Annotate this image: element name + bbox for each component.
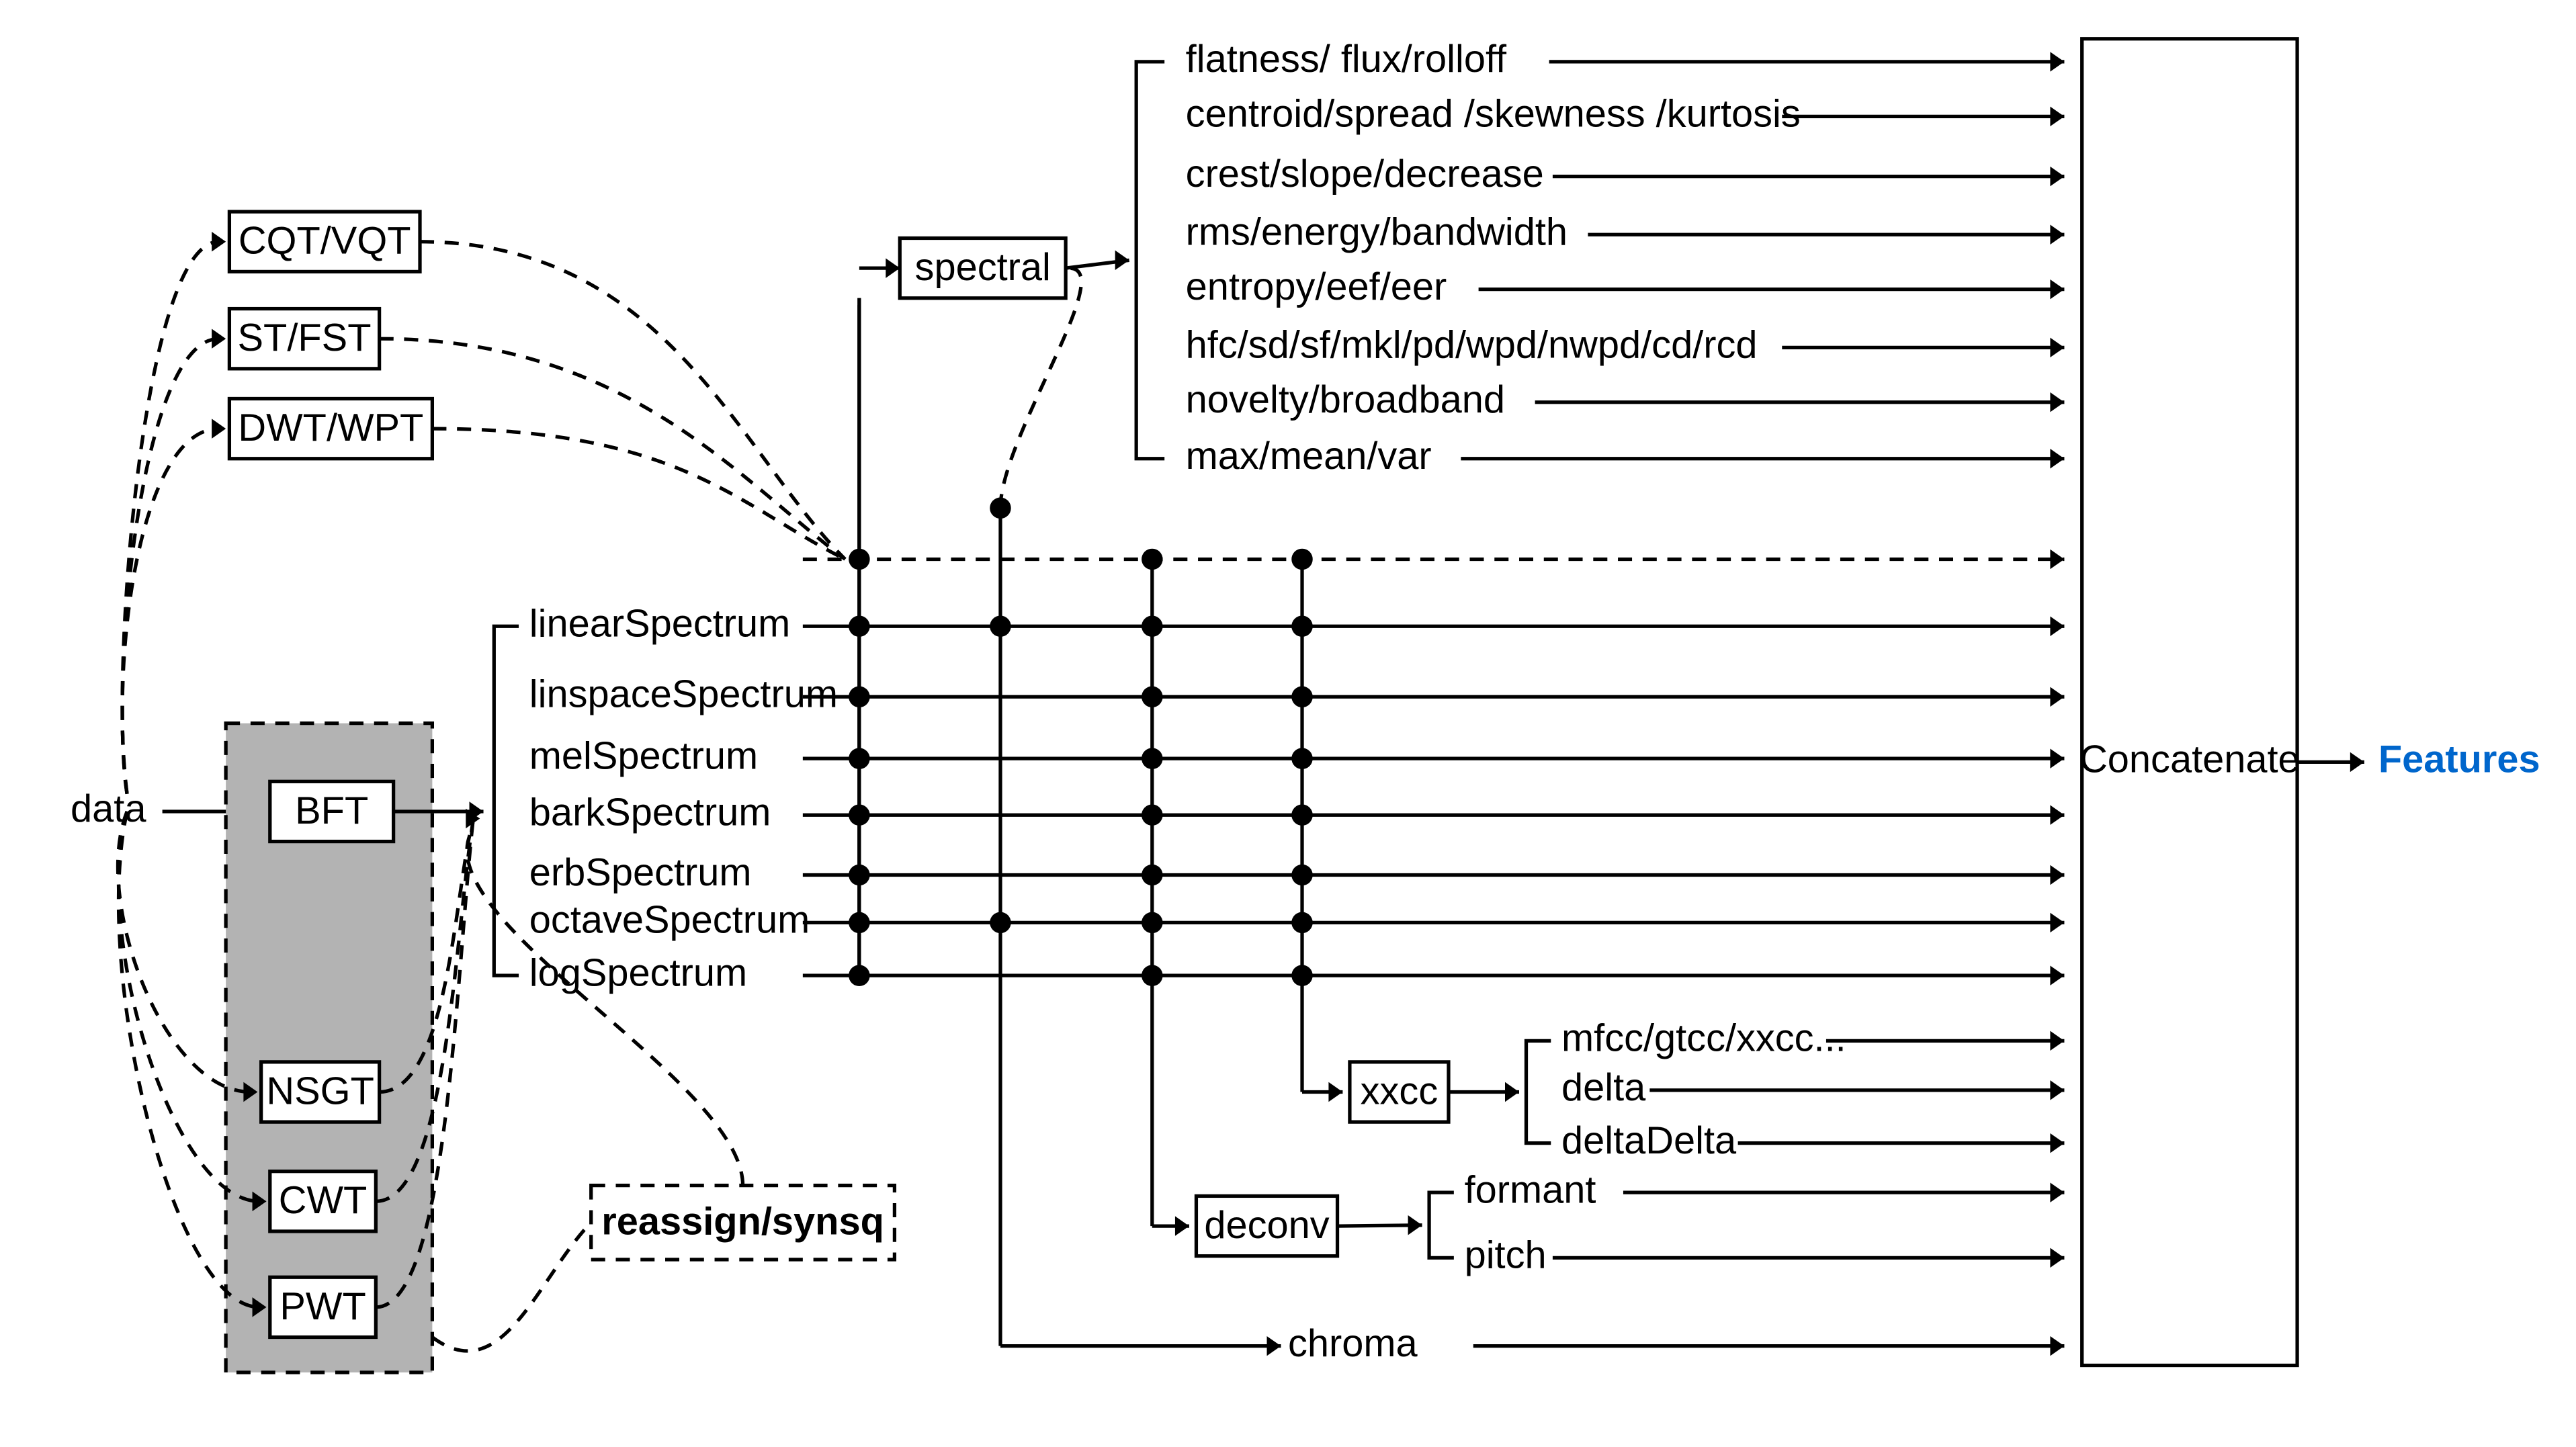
svg-text:PWT: PWT	[280, 1285, 366, 1328]
svg-text:CWT: CWT	[279, 1179, 368, 1222]
svg-text:crest/slope/decrease: crest/slope/decrease	[1186, 152, 1544, 195]
svg-text:xxcc: xxcc	[1361, 1069, 1439, 1112]
svg-text:DWT/WPT: DWT/WPT	[238, 406, 423, 449]
svg-text:max/mean/var: max/mean/var	[1186, 435, 1432, 478]
svg-text:barkSpectrum: barkSpectrum	[529, 791, 771, 834]
svg-text:data: data	[71, 787, 146, 830]
svg-text:Features: Features	[2378, 738, 2540, 781]
svg-text:flatness/ flux/rolloff: flatness/ flux/rolloff	[1186, 38, 1507, 81]
svg-text:rms/energy/bandwidth: rms/energy/bandwidth	[1186, 211, 1568, 254]
svg-text:linearSpectrum: linearSpectrum	[529, 602, 790, 645]
svg-text:erbSpectrum: erbSpectrum	[529, 851, 752, 894]
svg-text:deconv: deconv	[1204, 1204, 1329, 1247]
svg-text:novelty/broadband: novelty/broadband	[1186, 378, 1505, 421]
svg-text:Concatenate: Concatenate	[2079, 738, 2300, 781]
svg-text:melSpectrum: melSpectrum	[529, 734, 758, 777]
svg-text:spectral: spectral	[915, 246, 1051, 289]
svg-text:centroid/spread /skewness /kur: centroid/spread /skewness /kurtosis	[1186, 93, 1801, 136]
svg-text:hfc/sd/sf/mkl/pd/wpd/nwpd/cd/r: hfc/sd/sf/mkl/pd/wpd/nwpd/cd/rcd	[1186, 324, 1758, 367]
svg-text:linspaceSpectrum: linspaceSpectrum	[529, 673, 838, 716]
svg-text:formant: formant	[1465, 1168, 1596, 1211]
svg-text:octaveSpectrum: octaveSpectrum	[529, 899, 810, 942]
svg-text:reassign/synsq: reassign/synsq	[601, 1200, 884, 1243]
svg-text:deltaDelta: deltaDelta	[1561, 1119, 1737, 1162]
svg-text:BFT: BFT	[295, 789, 368, 832]
svg-text:NSGT: NSGT	[266, 1069, 374, 1112]
svg-text:entropy/eef/eer: entropy/eef/eer	[1186, 265, 1447, 308]
concat-box	[2082, 39, 2297, 1366]
svg-text:ST/FST: ST/FST	[238, 316, 372, 359]
svg-text:logSpectrum: logSpectrum	[529, 951, 747, 994]
svg-text:mfcc/gtcc/xxcc...: mfcc/gtcc/xxcc...	[1561, 1017, 1846, 1060]
svg-text:CQT/VQT: CQT/VQT	[239, 220, 411, 263]
svg-text:delta: delta	[1561, 1066, 1646, 1109]
svg-text:pitch: pitch	[1465, 1234, 1547, 1277]
svg-text:chroma: chroma	[1288, 1322, 1418, 1365]
